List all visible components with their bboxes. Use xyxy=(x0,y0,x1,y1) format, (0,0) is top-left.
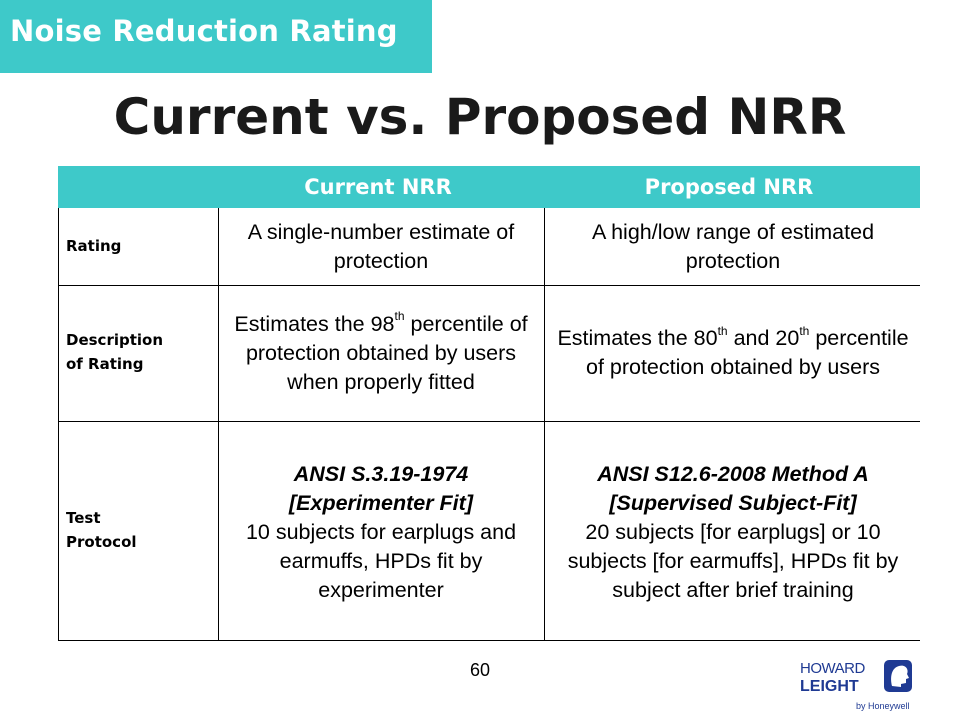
cell-text: Estimates the 98th percentile of protect… xyxy=(220,310,542,397)
text-segment: Estimates the 98 xyxy=(234,311,395,336)
header-current-nrr: Current NRR xyxy=(304,175,452,199)
logo-line3: by Honeywell xyxy=(856,701,910,711)
face-profile-icon xyxy=(884,660,912,692)
cell-description-current: Estimates the 98th percentile of protect… xyxy=(220,289,542,417)
page-number: 60 xyxy=(469,660,491,680)
cell-text: Estimates the 80th and 20th percentile o… xyxy=(550,324,916,382)
superscript: th xyxy=(799,323,810,338)
table-divider-col1 xyxy=(218,208,219,640)
row-label-line: of Rating xyxy=(66,355,144,373)
logo-line1: HOWARD xyxy=(800,660,865,677)
row-label-text: Rating xyxy=(66,237,122,255)
header-banner: Noise Reduction Rating xyxy=(0,0,432,73)
banner-title: Noise Reduction Rating xyxy=(10,14,398,48)
table-row-divider xyxy=(58,285,920,286)
slide-title: Current vs. Proposed NRR xyxy=(113,88,847,146)
table-header-row: Current NRR Proposed NRR xyxy=(58,166,920,208)
row-label-line: Description xyxy=(66,331,164,349)
row-label-test-protocol: Test Protocol xyxy=(66,506,212,554)
cell-text: 10 subjects for earplugs and earmuffs, H… xyxy=(245,519,517,602)
text-segment: percentile of protection obtained by use… xyxy=(585,326,909,379)
row-label-line: Protocol xyxy=(66,533,137,551)
cell-rating-current: A single-number estimate of protection xyxy=(220,212,542,282)
standard-name: ANSI S12.6-2008 Method A [Supervised Sub… xyxy=(597,461,869,515)
cell-description-proposed: Estimates the 80th and 20th percentile o… xyxy=(550,289,916,417)
cell-text: 20 subjects [for earplugs] or 10 subject… xyxy=(567,519,899,602)
table-border-bottom xyxy=(58,640,920,641)
text-segment: percentile of protection obtained by use… xyxy=(245,311,528,394)
table-border-left xyxy=(58,208,59,640)
table-row-divider xyxy=(58,421,920,422)
howard-leight-logo: HOWARD LEIGHT by Honeywell xyxy=(800,660,912,711)
row-label-description: Description of Rating xyxy=(66,328,212,376)
cell-protocol-current: ANSI S.3.19-1974 [Experimenter Fit] 10 s… xyxy=(220,428,542,636)
cell-protocol-proposed: ANSI S12.6-2008 Method A [Supervised Sub… xyxy=(550,428,916,636)
text-segment: Estimates the 80 xyxy=(557,326,718,350)
logo-line2: LEIGHT xyxy=(800,678,859,695)
table-divider-col2 xyxy=(544,208,545,640)
cell-text: A high/low range of estimated protection xyxy=(591,220,875,273)
row-label-rating: Rating xyxy=(66,234,212,258)
row-label-line: Test xyxy=(66,509,101,527)
text-segment: and 20 xyxy=(727,326,800,350)
cell-text: A single-number estimate of protection xyxy=(247,220,515,273)
standard-name: ANSI S.3.19-1974 [Experimenter Fit] xyxy=(289,461,473,515)
cell-rating-proposed: A high/low range of estimated protection xyxy=(550,212,916,282)
superscript: th xyxy=(717,323,728,338)
header-proposed-nrr: Proposed NRR xyxy=(644,175,814,199)
superscript: th xyxy=(394,309,405,324)
